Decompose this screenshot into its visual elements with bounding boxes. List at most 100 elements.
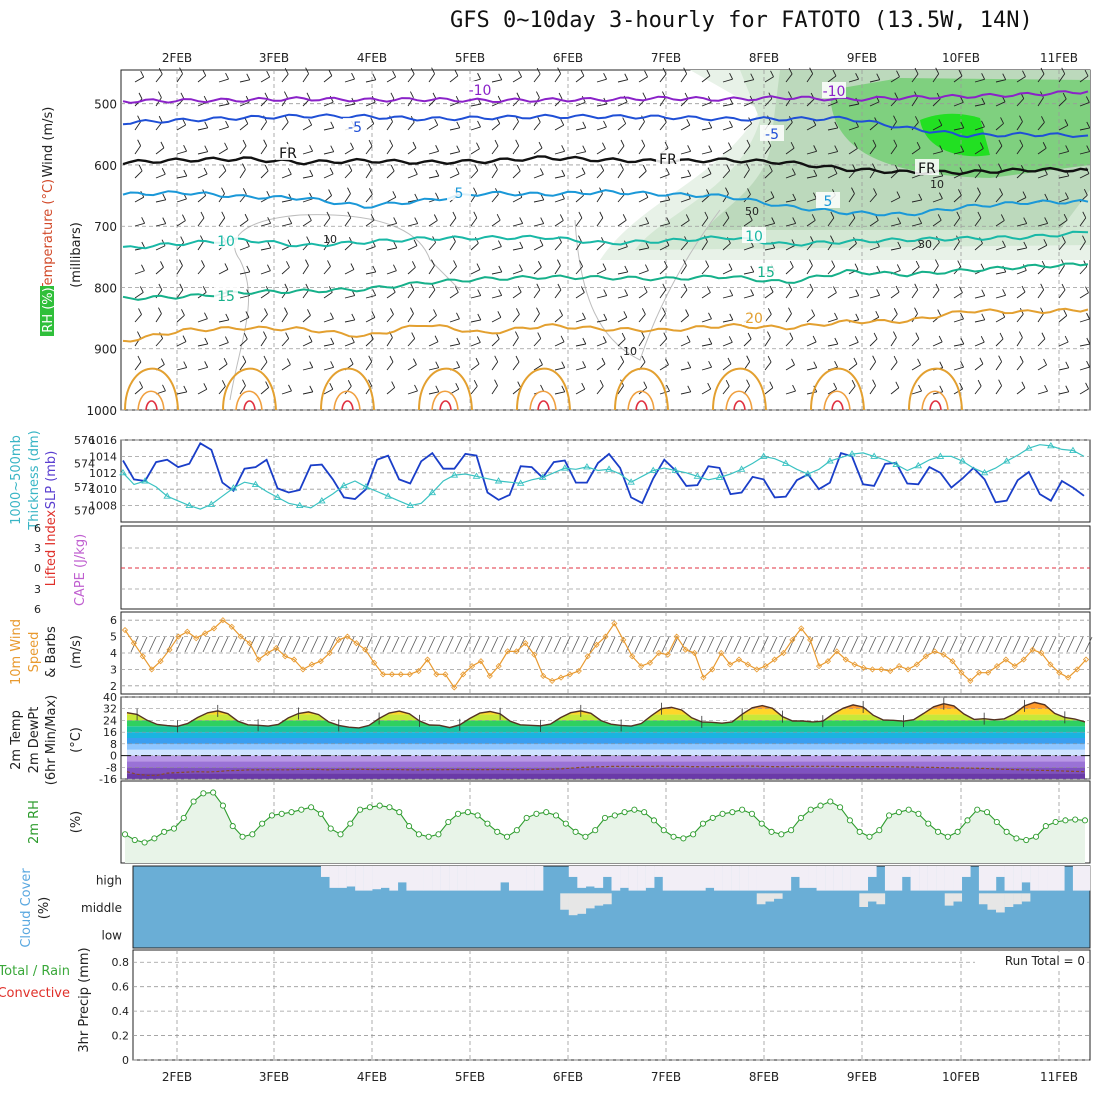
wind10m-point xyxy=(727,661,734,668)
cloud-bar-gap xyxy=(996,866,1005,877)
contour-label-bg xyxy=(822,82,846,98)
wind-barb-flag xyxy=(1064,192,1069,199)
wind-barb-flag xyxy=(390,92,395,99)
wind10m-point xyxy=(780,649,787,657)
wind-barb xyxy=(1058,367,1069,371)
wind-barb xyxy=(974,341,985,347)
wind-barb xyxy=(932,73,940,83)
wind10m-barb xyxy=(391,636,400,653)
rh2m-point xyxy=(592,827,599,834)
wind-barb xyxy=(911,266,920,275)
wind-barb xyxy=(659,266,668,275)
wind-barb xyxy=(554,367,565,371)
wind-barb-flag xyxy=(202,286,207,293)
wind10m-barb xyxy=(625,636,634,653)
wind-barb-flag xyxy=(834,337,839,345)
wind10m-point xyxy=(415,667,422,675)
wind-barb xyxy=(869,246,880,251)
wind-barb xyxy=(155,173,166,179)
wind-barb-flag xyxy=(770,70,774,77)
rh2m-point xyxy=(739,806,746,813)
wind-barb xyxy=(281,173,292,179)
wind-barb xyxy=(785,364,795,371)
cloud-bar-gap xyxy=(449,866,458,891)
wind-barb-flag xyxy=(998,355,1003,362)
wind-barb-flag xyxy=(851,187,855,194)
wind-barb-flag xyxy=(579,260,583,267)
cloud-bar-gap xyxy=(526,866,535,891)
wind-barb-flag xyxy=(811,309,816,316)
wind-barb-flag xyxy=(516,92,521,99)
wind-barb-flag xyxy=(498,289,503,296)
wind10m-point xyxy=(495,663,502,670)
wind-barb-flag xyxy=(517,381,522,388)
wind10m-barb xyxy=(760,636,769,653)
wind-barb-flag xyxy=(664,141,669,149)
wind10m-barb xyxy=(850,636,859,653)
wind10m-point xyxy=(362,646,369,653)
wind-barb-flag xyxy=(351,72,355,80)
wind-barb xyxy=(449,266,457,275)
wind-barb xyxy=(911,97,918,107)
wind10m-point xyxy=(237,633,244,640)
wind-barb-flag xyxy=(813,145,818,152)
wind10m-barb xyxy=(832,636,841,653)
temp-contour-35 xyxy=(635,400,648,411)
rh2m-point xyxy=(690,831,697,838)
wind-barb-flag xyxy=(496,214,501,221)
wind-barb-flag xyxy=(1021,381,1026,389)
cloud-bar-gap xyxy=(577,866,587,888)
wind-barb xyxy=(1037,266,1046,275)
rh2m-point xyxy=(239,833,246,840)
contour-label: 5 xyxy=(455,186,464,202)
wind-barb-flag xyxy=(960,145,965,152)
wind-barb-flag xyxy=(413,239,418,246)
wind-barb xyxy=(218,342,229,347)
wind-barb-flag xyxy=(183,361,188,368)
wind-barb-flag xyxy=(1061,283,1066,291)
contour-label-bg xyxy=(276,144,300,160)
wind-barb-flag xyxy=(872,379,876,386)
wind-barb-flag xyxy=(473,187,477,194)
wind-barb-flag xyxy=(603,72,607,80)
wind-barb xyxy=(449,318,460,323)
wind-barb xyxy=(827,127,838,131)
wind-barb-flag xyxy=(998,163,1002,170)
wind-barb-flag xyxy=(620,355,625,362)
wind-barb xyxy=(743,246,754,251)
wind10m-point xyxy=(673,633,680,640)
wind-barb xyxy=(176,175,187,179)
wind10m-tick-label: 3 xyxy=(110,663,117,676)
wind-barb-flag xyxy=(746,139,751,147)
rh2m-point xyxy=(641,809,648,816)
thickness-point xyxy=(340,481,348,489)
wind-barb xyxy=(176,314,185,323)
wind10m-barb xyxy=(1084,636,1093,653)
cloud-bar-gap xyxy=(910,866,920,891)
series-line-thickness xyxy=(122,444,1085,510)
contour-label-bg xyxy=(343,118,367,134)
wind-barb xyxy=(197,127,208,131)
wind-barb xyxy=(596,341,607,347)
wind-barb-flag xyxy=(306,236,311,243)
wind-barb xyxy=(155,97,162,107)
wind-barb-flag xyxy=(914,283,919,290)
wind-barb xyxy=(617,385,624,395)
wind-barb-flag xyxy=(1042,142,1047,149)
wind-barb xyxy=(386,291,396,299)
wind-barb xyxy=(1058,151,1069,155)
wind-barb xyxy=(701,388,711,395)
wind-barb-flag xyxy=(350,336,355,343)
wind-barb xyxy=(575,292,585,299)
rh2m-point xyxy=(288,809,295,816)
wind-barb xyxy=(575,195,584,203)
wind-barb-flag xyxy=(160,141,165,149)
wind10m-point xyxy=(593,641,600,648)
thickness-point xyxy=(450,471,459,478)
wind-barb-flag xyxy=(746,379,750,386)
wind-barb-flag xyxy=(1086,337,1091,345)
cloud-bar-gap xyxy=(508,866,518,891)
thickness-point xyxy=(251,480,260,487)
wind-barb-flag xyxy=(603,289,608,296)
top-date-label: 8FEB xyxy=(749,51,779,65)
